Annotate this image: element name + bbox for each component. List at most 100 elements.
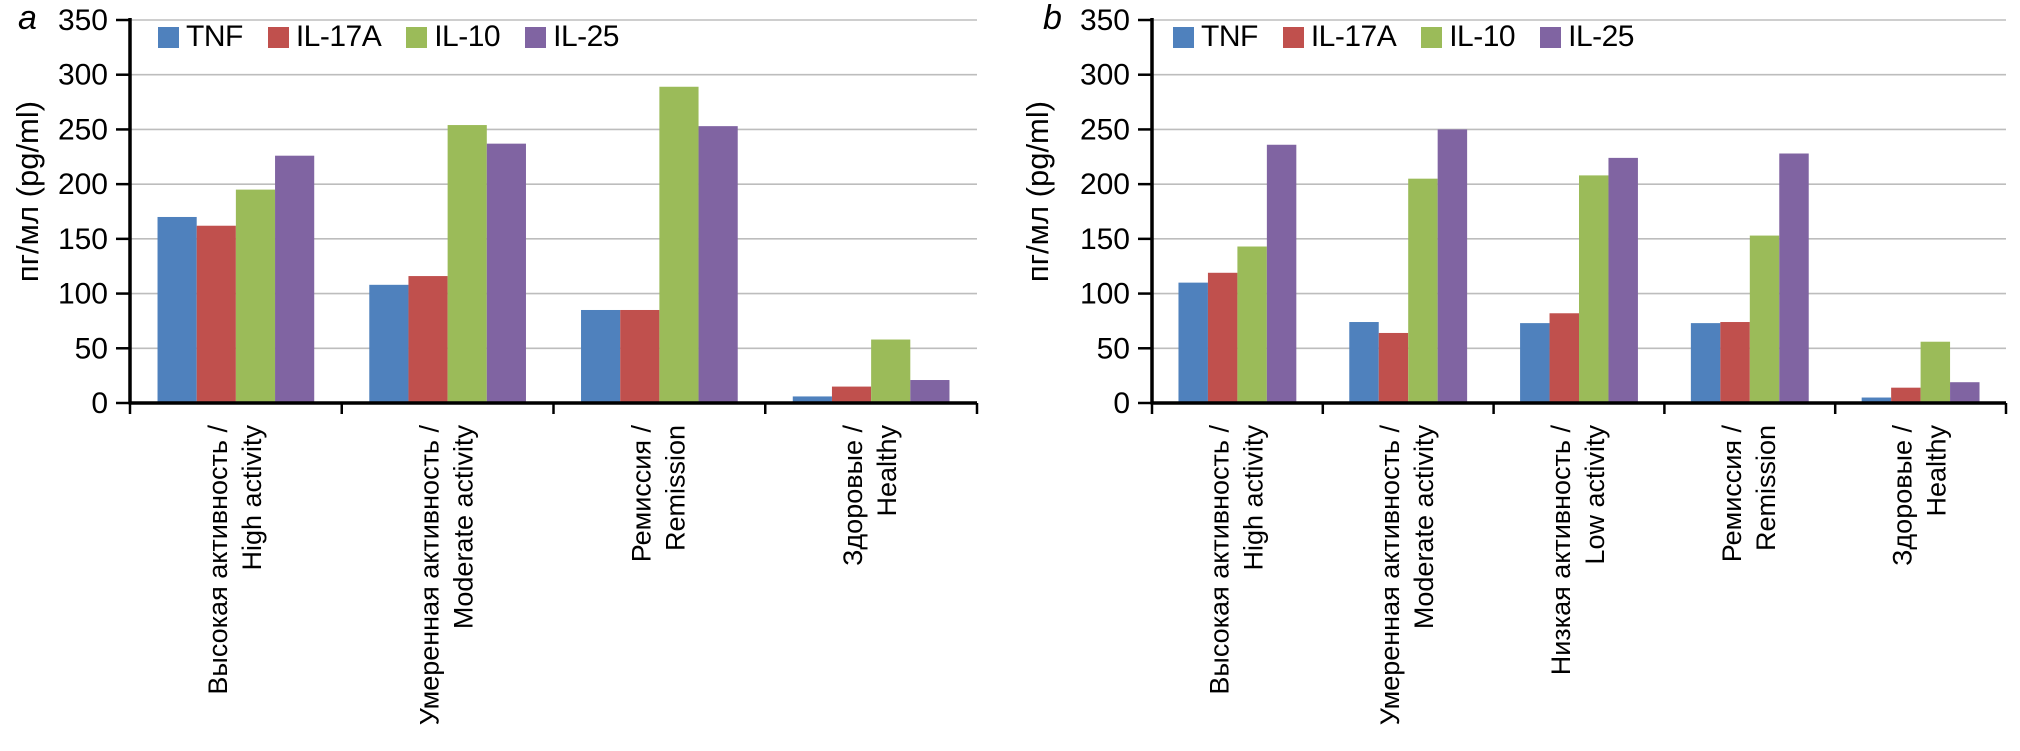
x-category-label-ru: Здоровые / bbox=[838, 425, 868, 566]
bar-TNF-cat4 bbox=[1861, 397, 1892, 403]
bar-IL-25-cat2 bbox=[698, 126, 738, 403]
legend-item-IL-10: IL-10 bbox=[1421, 20, 1516, 54]
bar-TNF-cat0 bbox=[157, 216, 197, 403]
x-category-label-en: High activity bbox=[1238, 425, 1268, 571]
chart-panel-a: 0 50 100 150 200 250 300 350 Высокая активность … bbox=[10, 0, 979, 726]
legend-swatch-IL-17A bbox=[267, 26, 289, 48]
bar-IL-10-cat4 bbox=[1920, 341, 1951, 403]
bar-TNF-cat2 bbox=[581, 309, 621, 403]
y-tick-label: 200 bbox=[58, 168, 108, 201]
x-category-label-en: Low activity bbox=[1580, 425, 1610, 565]
bar-IL-25-cat1 bbox=[1437, 129, 1468, 403]
y-tick-label: 50 bbox=[75, 332, 108, 365]
bar-IL-25-cat3 bbox=[1779, 153, 1809, 403]
bar-TNF-cat2 bbox=[1520, 323, 1550, 403]
bar-TNF-cat3 bbox=[1690, 323, 1721, 403]
bar-IL-17A-cat1 bbox=[408, 276, 448, 403]
bar-IL-10-cat3 bbox=[1749, 235, 1780, 403]
legend-swatch-IL-17A bbox=[1282, 26, 1304, 48]
legend-item-IL-25: IL-25 bbox=[1540, 20, 1634, 54]
bar-IL-17A-cat3 bbox=[1720, 322, 1750, 403]
bar-TNF-cat1 bbox=[1349, 322, 1379, 403]
bar-IL-17A-cat1 bbox=[1378, 332, 1409, 403]
x-category-label-ru: Высокая активность / bbox=[1204, 425, 1234, 695]
legend-swatch-IL-10 bbox=[1421, 26, 1443, 48]
y-tick-label: 200 bbox=[1080, 168, 1130, 201]
legend-label: IL-17A bbox=[1310, 20, 1397, 53]
bar-IL-10-cat1 bbox=[447, 125, 487, 404]
x-category-label-ru: Здоровые / bbox=[1888, 425, 1918, 566]
bar-IL-10-cat2 bbox=[659, 86, 699, 403]
x-category-label-ru: Умеренная активность / bbox=[1375, 425, 1405, 726]
panel-label-b: b bbox=[1043, 0, 1062, 37]
y-axis-label: пг/мл (pg/ml) bbox=[1020, 101, 1055, 282]
bar-IL-25-cat1 bbox=[486, 143, 526, 403]
legend-label: IL-25 bbox=[553, 20, 619, 53]
legend-label: IL-25 bbox=[1568, 20, 1634, 53]
y-tick-label: 250 bbox=[1080, 113, 1130, 146]
y-tick-label: 300 bbox=[1080, 59, 1130, 92]
legend-a: TNF IL-17A IL-10 IL-25 bbox=[158, 20, 619, 54]
legend-label: TNF bbox=[186, 20, 243, 53]
y-tick-label: 100 bbox=[1080, 278, 1130, 311]
bar-IL-17A-cat4 bbox=[1891, 387, 1921, 403]
x-category-label-en: Healthy bbox=[872, 425, 902, 517]
bar-IL-17A-cat0 bbox=[1207, 272, 1238, 403]
x-category-label-ru: Ремиссия / bbox=[626, 425, 656, 563]
y-tick-label: 50 bbox=[1097, 332, 1130, 365]
bar-TNF-cat3 bbox=[792, 396, 832, 403]
y-tick-label: 100 bbox=[58, 278, 108, 311]
bar-IL-10-cat3 bbox=[871, 339, 911, 403]
legend-swatch-TNF bbox=[158, 26, 179, 48]
bar-IL-17A-cat0 bbox=[196, 225, 236, 403]
x-category-label-en: Remission bbox=[660, 425, 690, 551]
legend-swatch-IL-25 bbox=[1540, 26, 1562, 48]
x-category-label-ru: Умеренная активность / bbox=[415, 425, 445, 726]
bar-IL-10-cat2 bbox=[1579, 175, 1609, 403]
legend-swatch-IL-25 bbox=[525, 26, 547, 48]
bar-IL-25-cat0 bbox=[275, 155, 315, 403]
legend-item-IL-17A: IL-17A bbox=[267, 20, 382, 54]
legend-swatch-IL-10 bbox=[406, 26, 428, 48]
y-tick-label: 0 bbox=[1113, 387, 1130, 420]
x-category-label-ru: Ремиссия / bbox=[1717, 425, 1747, 563]
bar-IL-17A-cat3 bbox=[831, 386, 872, 403]
chart-panel-b: 0 50 100 150 200 250 300 350 Высокая активность … bbox=[1010, 0, 2020, 751]
bar-TNF-cat1 bbox=[369, 284, 409, 403]
y-axis-label: пг/мл (pg/ml) bbox=[10, 101, 45, 282]
y-tick-label: 300 bbox=[58, 59, 108, 92]
bar-IL-25-cat0 bbox=[1266, 144, 1297, 403]
legend-swatch-TNF bbox=[1173, 26, 1194, 48]
y-tick-label: 350 bbox=[1080, 4, 1130, 37]
bar-chart-b: 0 50 100 150 200 250 300 350 Высокая активность … bbox=[1020, 4, 2008, 726]
legend-label: IL-10 bbox=[434, 20, 501, 53]
y-tick-label: 0 bbox=[91, 387, 108, 420]
bar-IL-10-cat0 bbox=[1237, 246, 1267, 403]
x-category-label-en: Remission bbox=[1751, 425, 1781, 551]
y-tick-label: 150 bbox=[58, 223, 108, 256]
y-tick-label: 250 bbox=[58, 113, 108, 146]
x-category-label-en: Moderate activity bbox=[449, 425, 479, 630]
x-category-label-ru: Низкая активность / bbox=[1546, 425, 1576, 676]
bar-IL-17A-cat2 bbox=[1549, 313, 1579, 403]
y-tick-label: 350 bbox=[58, 4, 108, 37]
legend-label: IL-17A bbox=[295, 20, 382, 53]
x-category-label-en: Moderate activity bbox=[1409, 425, 1439, 630]
legend-item-TNF: TNF bbox=[1173, 20, 1258, 54]
bar-TNF-cat0 bbox=[1178, 282, 1208, 403]
legend-label: IL-10 bbox=[1449, 20, 1516, 53]
legend-item-IL-17A: IL-17A bbox=[1282, 20, 1397, 54]
bar-chart-a: 0 50 100 150 200 250 300 350 Высокая активность … bbox=[10, 4, 979, 726]
bar-IL-25-cat4 bbox=[1950, 382, 1980, 403]
legend-item-IL-10: IL-10 bbox=[406, 20, 501, 54]
bar-IL-10-cat0 bbox=[235, 189, 276, 403]
legend-item-IL-25: IL-25 bbox=[525, 20, 619, 54]
bar-IL-10-cat1 bbox=[1408, 178, 1438, 403]
bar-IL-25-cat3 bbox=[910, 380, 950, 403]
legend-item-TNF: TNF bbox=[158, 20, 243, 54]
y-tick-label: 150 bbox=[1080, 223, 1130, 256]
x-category-label-en: Healthy bbox=[1922, 425, 1952, 517]
x-category-label-en: High activity bbox=[237, 425, 267, 571]
panel-label-a: a bbox=[18, 0, 37, 37]
